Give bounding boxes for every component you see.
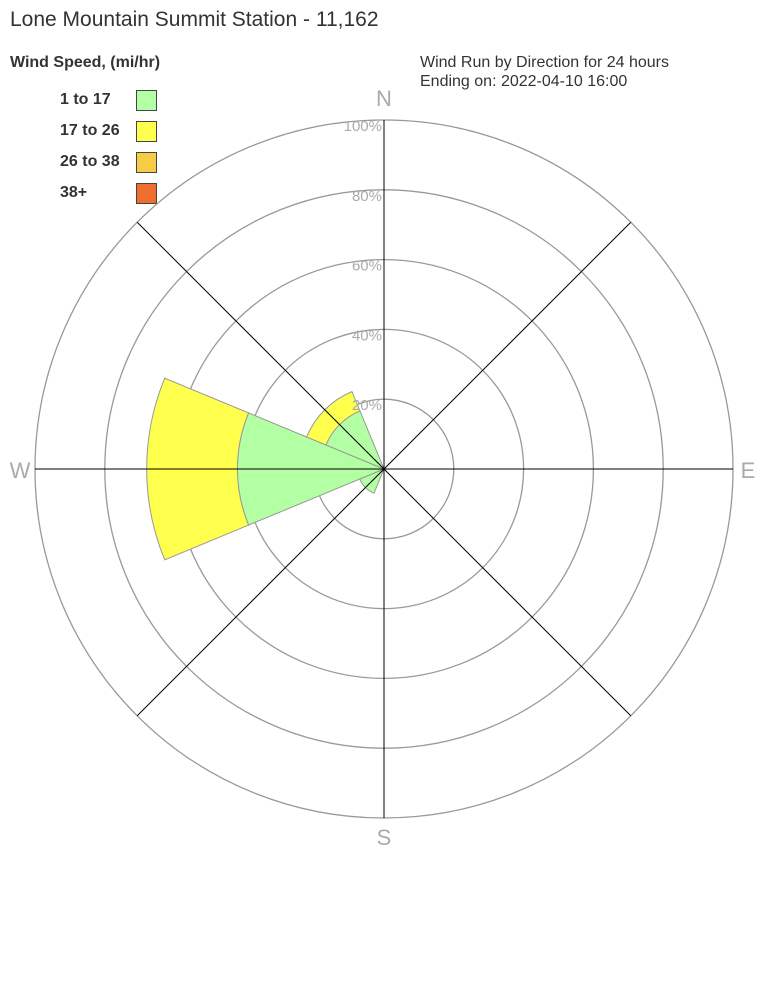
legend-title: Wind Speed, (mi/hr) [10,54,161,71]
legend-label: 17 to 26 [60,122,120,139]
compass-label-W: W [10,458,31,483]
chart-title: Lone Mountain Summit Station - 11,162 [10,8,379,31]
subtitle-line-2: Ending on: 2022-04-10 16:00 [420,73,628,90]
radial-tick-label: 20% [352,397,382,414]
compass-label-E: E [741,458,756,483]
legend-label: 38+ [60,184,88,201]
radial-tick-label: 60% [352,258,382,275]
legend-label: 26 to 38 [60,153,120,170]
compass-label-N: N [376,86,392,111]
legend-label: 1 to 17 [60,91,111,108]
legend-swatch [136,152,157,173]
legend-swatch [136,90,157,111]
legend-swatch [136,183,157,204]
legend-swatch [136,121,157,142]
direction-axis [136,221,632,717]
radial-tick-label: 100% [344,118,382,135]
radial-tick-label: 80% [352,188,382,205]
subtitle-line-1: Wind Run by Direction for 24 hours [420,54,669,71]
compass-label-S: S [377,825,392,850]
radial-tick-label: 40% [352,327,382,344]
